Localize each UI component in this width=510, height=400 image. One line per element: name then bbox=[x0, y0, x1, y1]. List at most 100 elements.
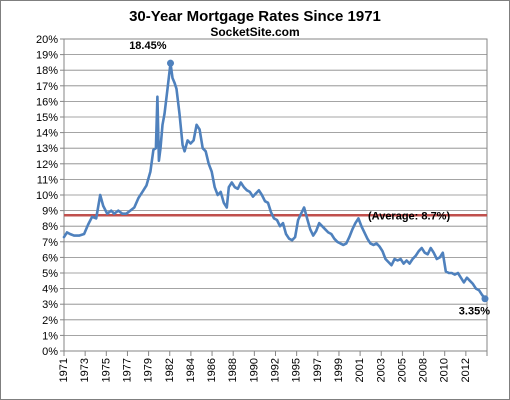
x-tick-label: 2005 bbox=[396, 358, 408, 382]
data-point bbox=[396, 259, 399, 262]
data-point bbox=[230, 181, 233, 184]
data-point bbox=[441, 251, 444, 254]
x-tick-label: 1992 bbox=[270, 358, 282, 382]
x-tick-label: 2008 bbox=[418, 358, 430, 382]
data-point bbox=[173, 81, 176, 84]
data-point bbox=[294, 236, 296, 239]
data-point bbox=[330, 233, 333, 235]
data-point bbox=[110, 209, 113, 212]
data-point bbox=[297, 219, 300, 221]
y-tick-label: 19% bbox=[36, 50, 58, 62]
data-point bbox=[444, 270, 447, 273]
data-point bbox=[233, 186, 236, 189]
data-point bbox=[420, 247, 423, 249]
data-point bbox=[166, 88, 169, 90]
data-point bbox=[219, 190, 222, 193]
data-point bbox=[245, 189, 248, 192]
data-point bbox=[242, 186, 245, 189]
y-tick-label: 8% bbox=[42, 221, 58, 233]
data-point bbox=[459, 276, 462, 279]
data-point bbox=[303, 206, 306, 209]
data-point bbox=[291, 239, 293, 242]
data-point bbox=[462, 281, 465, 284]
data-point bbox=[270, 211, 272, 214]
x-tick-label: 1986 bbox=[206, 358, 218, 382]
chart-subtitle: SocketSite.com bbox=[210, 25, 300, 39]
data-point bbox=[258, 189, 260, 192]
data-point bbox=[402, 262, 405, 265]
data-point bbox=[201, 147, 204, 150]
data-point bbox=[336, 240, 339, 243]
data-point bbox=[469, 279, 471, 282]
data-point bbox=[195, 123, 198, 126]
data-point bbox=[447, 272, 450, 274]
y-tick-label: 5% bbox=[42, 268, 58, 280]
data-point bbox=[393, 258, 396, 260]
data-point bbox=[156, 95, 159, 98]
data-point bbox=[360, 225, 363, 228]
data-point bbox=[236, 187, 239, 190]
data-point bbox=[73, 234, 75, 237]
data-point bbox=[204, 150, 207, 153]
x-tick-label: 1982 bbox=[164, 358, 176, 382]
peak-marker bbox=[167, 59, 175, 67]
data-point bbox=[478, 289, 480, 292]
data-point bbox=[405, 259, 408, 262]
y-tick-label: 3% bbox=[42, 299, 58, 311]
data-point bbox=[472, 283, 474, 285]
data-point bbox=[213, 186, 216, 189]
data-point bbox=[152, 148, 155, 151]
data-point bbox=[159, 147, 162, 150]
data-point bbox=[351, 228, 354, 231]
data-point bbox=[273, 217, 275, 220]
data-point bbox=[357, 217, 360, 220]
data-point bbox=[255, 192, 257, 195]
x-tick-label: 1990 bbox=[248, 358, 260, 382]
data-point bbox=[312, 234, 315, 237]
data-point bbox=[267, 201, 269, 204]
data-point bbox=[66, 231, 68, 234]
data-point bbox=[381, 250, 384, 253]
data-point bbox=[288, 237, 290, 240]
data-point bbox=[227, 186, 230, 189]
x-tick-label: 2010 bbox=[439, 358, 451, 382]
data-point bbox=[435, 258, 438, 260]
data-point bbox=[137, 197, 140, 200]
data-point bbox=[354, 222, 357, 224]
y-tick-label: 2% bbox=[42, 315, 58, 327]
data-point bbox=[276, 219, 278, 221]
data-point bbox=[390, 264, 393, 267]
x-tick-label: 2012 bbox=[460, 358, 472, 382]
data-point bbox=[106, 212, 109, 215]
data-point bbox=[117, 209, 120, 212]
data-point bbox=[158, 159, 160, 162]
data-point bbox=[83, 233, 85, 235]
x-tick-label: 1999 bbox=[333, 358, 345, 382]
data-point bbox=[282, 222, 284, 224]
data-point bbox=[318, 222, 321, 224]
data-point bbox=[63, 236, 65, 239]
data-point bbox=[207, 162, 210, 165]
data-point bbox=[387, 261, 390, 263]
y-tick-label: 4% bbox=[42, 284, 58, 296]
data-point bbox=[300, 212, 303, 215]
data-point bbox=[222, 201, 225, 204]
x-tick-label: 1997 bbox=[312, 358, 324, 382]
y-tick-label: 17% bbox=[36, 81, 58, 93]
x-tick-label: 1988 bbox=[227, 358, 239, 382]
data-point bbox=[375, 242, 378, 245]
data-point bbox=[198, 128, 201, 131]
data-point bbox=[372, 244, 375, 246]
data-point bbox=[426, 253, 429, 256]
data-point bbox=[438, 256, 441, 259]
data-point bbox=[149, 170, 152, 173]
data-point bbox=[321, 225, 324, 228]
data-point bbox=[411, 258, 414, 260]
data-point bbox=[102, 205, 105, 207]
x-tick-label: 1973 bbox=[79, 358, 91, 382]
x-tick-label: 2003 bbox=[375, 358, 387, 382]
data-point bbox=[264, 200, 266, 203]
data-point bbox=[324, 228, 327, 231]
peak-label: 18.45% bbox=[129, 40, 167, 52]
